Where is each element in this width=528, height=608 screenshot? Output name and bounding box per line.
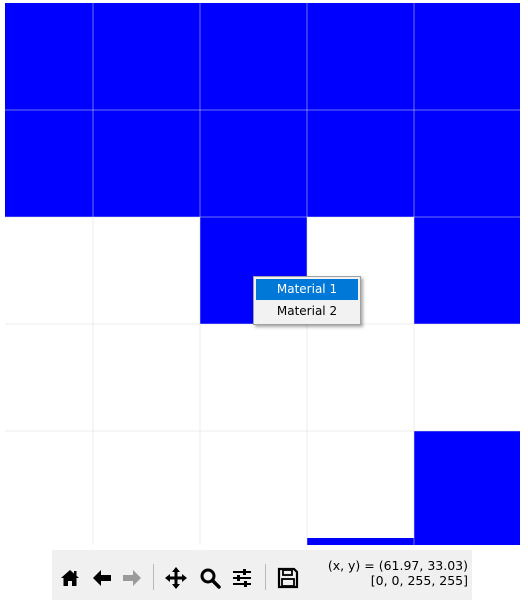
menu-item-material-2[interactable]: Material 2 <box>276 304 338 318</box>
material-cell[interactable] <box>307 3 414 110</box>
navigation-toolbar: (x, y) = (61.97, 33.03) [0, 0, 255, 255] <box>52 550 472 600</box>
coordinate-readout: (x, y) = (61.97, 33.03) [0, 0, 255, 255] <box>308 558 468 588</box>
pan-icon <box>165 567 187 589</box>
material-cell[interactable] <box>93 3 200 110</box>
home-button[interactable] <box>58 566 82 590</box>
forward-button[interactable] <box>120 566 144 590</box>
back-button[interactable] <box>90 566 114 590</box>
material-cell[interactable] <box>414 431 520 545</box>
menu-item-material-1[interactable]: Material 1 <box>256 279 358 300</box>
material-cell[interactable] <box>5 3 93 110</box>
material-cell[interactable] <box>307 110 414 217</box>
coordinate-text: (x, y) = (61.97, 33.03) <box>327 558 468 573</box>
toolbar-separator <box>265 564 266 590</box>
save-icon <box>277 567 299 589</box>
zoom-button[interactable] <box>198 566 222 590</box>
toolbar-separator <box>153 564 154 590</box>
material-grid[interactable] <box>0 0 528 550</box>
material-cell[interactable] <box>200 3 307 110</box>
material-cell-partial[interactable] <box>307 538 414 545</box>
back-arrow-icon <box>93 570 111 586</box>
pixel-value-text: [0, 0, 255, 255] <box>370 573 468 588</box>
save-button[interactable] <box>276 566 300 590</box>
configure-subplots-icon <box>233 569 251 587</box>
material-cell[interactable] <box>200 110 307 217</box>
material-context-menu: Material 1 Material 2 <box>253 276 361 325</box>
material-cell[interactable] <box>5 110 93 217</box>
pan-button[interactable] <box>164 566 188 590</box>
material-cell[interactable] <box>414 110 520 217</box>
image-canvas[interactable] <box>0 0 528 550</box>
material-cell[interactable] <box>414 217 520 324</box>
zoom-icon <box>200 568 221 589</box>
forward-arrow-icon <box>123 570 141 586</box>
home-icon <box>61 570 79 586</box>
configure-subplots-button[interactable] <box>230 566 254 590</box>
material-cell[interactable] <box>93 110 200 217</box>
material-cell[interactable] <box>414 3 520 110</box>
